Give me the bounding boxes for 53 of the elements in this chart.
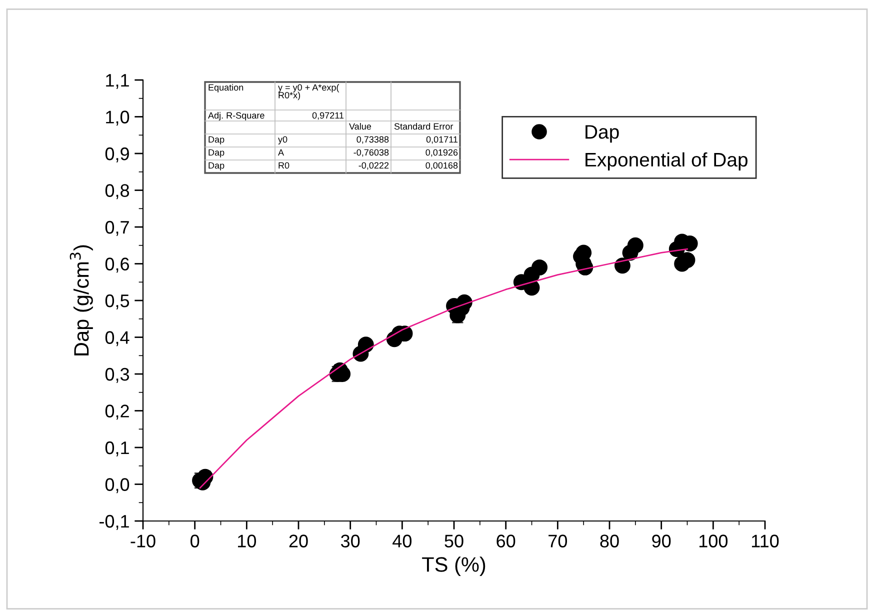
annotation: 0,01711 <box>426 136 458 144</box>
annotation: -0,76038 <box>354 149 389 157</box>
x-tick-label: 50 <box>444 534 464 548</box>
annotation: -0,0222 <box>358 162 389 170</box>
y-axis-title: Dap (g/cm$^{3}$) <box>70 245 93 356</box>
point <box>532 259 548 276</box>
y-tick-label: 1,0 <box>106 110 130 126</box>
annotation: 0,73388 <box>356 136 389 144</box>
annotation: Dap <box>208 136 224 144</box>
point <box>627 237 644 254</box>
annotation: Value <box>349 123 372 130</box>
annotation: Equation <box>208 84 244 92</box>
annotation: 0,97211 <box>312 112 344 120</box>
legend-label: Exponential of Dap <box>586 152 748 170</box>
y-tick-label: 0,7 <box>105 220 129 236</box>
y-tick-label: 0,2 <box>105 404 129 420</box>
point <box>358 336 374 353</box>
annotation: 0,01926 <box>426 149 458 157</box>
x-axis-title: TS (%) <box>422 556 486 576</box>
x-tick-label: 100 <box>699 534 728 548</box>
point <box>524 280 540 296</box>
annotation: 0,00168 <box>426 162 458 170</box>
y-tick-label: 0,1 <box>105 441 129 456</box>
y-tick-label: 0,6 <box>105 258 130 273</box>
annotation: R0 <box>278 162 290 169</box>
annotation: Adj. R-Square <box>208 112 264 120</box>
annotation: y = y0 + A*exp( R0*x) <box>278 84 340 100</box>
point <box>679 252 696 268</box>
annotation: Dap <box>208 149 224 158</box>
x-tick-label: 30 <box>340 534 360 548</box>
legend-label: Dap <box>586 125 619 143</box>
x-tick-label: -10 <box>130 534 156 548</box>
y-tick-label: 0,8 <box>105 184 130 200</box>
y-tick-label: 0,3 <box>105 368 130 383</box>
y-tick-label: 0,0 <box>105 478 130 494</box>
x-tick-label: 10 <box>238 534 256 548</box>
annotation: Dap <box>208 162 224 170</box>
y-tick-label: 1,1 <box>106 74 129 89</box>
y-tick-label: 0,4 <box>105 331 130 346</box>
annotation: Standard Error <box>394 123 454 130</box>
annotation: A <box>278 149 284 156</box>
y-tick-label: 0,5 <box>105 294 130 310</box>
annotation: y0 <box>278 136 288 144</box>
y-tick-label: -0,1 <box>100 514 129 530</box>
x-tick-label: 80 <box>600 534 619 548</box>
x-tick-label: 90 <box>652 534 671 548</box>
x-tick-label: 0 <box>190 534 200 548</box>
x-tick-label: 110 <box>752 534 779 548</box>
x-tick-label: 60 <box>496 534 516 548</box>
x-tick-label: 20 <box>289 534 308 548</box>
x-tick-label: 40 <box>392 534 412 548</box>
y-tick-label: 0,9 <box>105 147 129 162</box>
x-tick-label: 70 <box>548 534 568 548</box>
